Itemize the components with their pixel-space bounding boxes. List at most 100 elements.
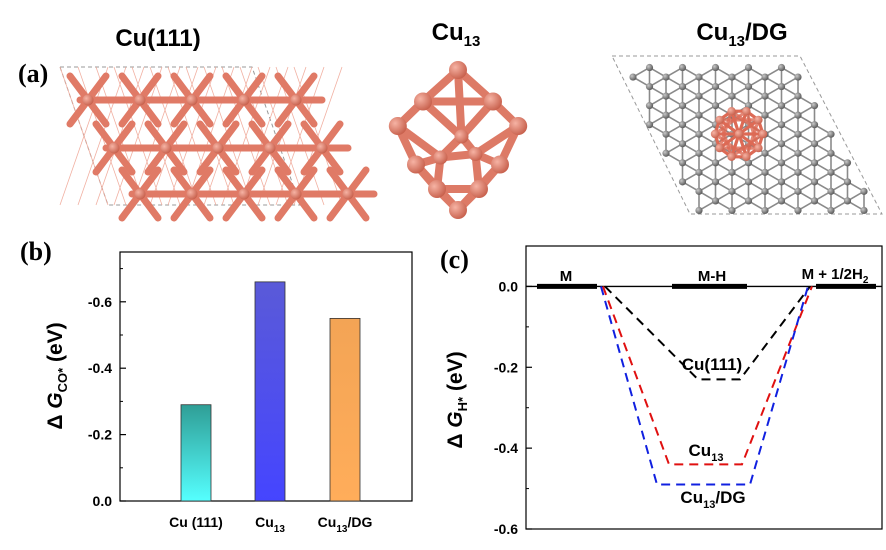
plot-b-xtick-label: Cu13 xyxy=(255,514,285,535)
cu13-bond xyxy=(454,66,466,141)
title-cu13-sub: 13 xyxy=(464,33,481,50)
structure-title-cu13-dg: Cu13/DG xyxy=(696,19,787,50)
carbon-atom xyxy=(810,102,819,110)
panel-c: (c) 0.0 -0.2 -0.4 -0.6 M M-H M + 1/2H2 Cu(111)… xyxy=(440,245,883,537)
carbon-atom xyxy=(744,197,753,205)
cu111-faint-line xyxy=(167,66,217,206)
cu-atom xyxy=(186,94,198,106)
carbon-atom xyxy=(860,187,868,195)
series-line xyxy=(604,285,811,381)
cu-atom xyxy=(468,147,483,161)
carbon-atom xyxy=(761,149,769,157)
carbon-atom xyxy=(678,159,687,167)
carbon-atom xyxy=(728,206,736,215)
cu-atom xyxy=(484,92,502,111)
carbon-atom xyxy=(810,140,819,148)
cu-atom xyxy=(449,61,467,79)
cu-atom xyxy=(715,143,724,153)
cu-atom xyxy=(238,94,250,106)
carbon-atom xyxy=(695,92,703,100)
graphene-cell-outline xyxy=(611,55,883,215)
cu-atom xyxy=(742,152,751,162)
carbon-atom xyxy=(662,149,670,157)
carbon-atom xyxy=(794,92,802,100)
carbon-atom xyxy=(794,206,802,215)
carbon-atom xyxy=(860,206,868,215)
carbon-atom xyxy=(711,82,720,91)
cu13-structure xyxy=(388,61,528,219)
carbon-atom xyxy=(728,168,736,176)
carbon-atom xyxy=(777,140,786,148)
cu-atom xyxy=(754,115,763,125)
carbon-atom xyxy=(761,92,769,100)
carbon-atom xyxy=(678,102,687,110)
state-label: M + 1/2H2 xyxy=(802,266,869,286)
plot-b-xtick-label: Cu13/DG xyxy=(318,514,373,535)
carbon-atom xyxy=(695,187,703,195)
carbon-atom xyxy=(695,73,703,81)
plot-b-ytick-label: -0.6 xyxy=(88,294,112,310)
carbon-atom xyxy=(728,73,736,81)
carbon-atom xyxy=(645,121,654,129)
cu-atom xyxy=(754,143,763,153)
cu-atom xyxy=(316,142,328,154)
carbon-atom xyxy=(662,130,670,138)
carbon-atom xyxy=(761,73,769,81)
carbon-atom xyxy=(728,92,736,100)
carbon-atom xyxy=(761,187,769,195)
carbon-atom xyxy=(827,149,835,157)
carbon-atom xyxy=(744,82,753,91)
cu-atom xyxy=(388,117,407,135)
carbon-atom xyxy=(662,92,670,100)
cu-atom xyxy=(715,115,724,125)
plot-c-frame xyxy=(525,245,883,530)
carbon-atom xyxy=(777,197,786,205)
carbon-atom xyxy=(761,206,769,215)
carbon-atom xyxy=(794,111,802,119)
cu-atom xyxy=(186,188,198,200)
panel-c-label: (c) xyxy=(440,245,469,274)
cu13-dg-structure xyxy=(611,55,883,215)
cu111-faint-line xyxy=(221,66,271,206)
carbon-atom xyxy=(678,121,687,129)
cu111-faint-line xyxy=(113,66,163,206)
plot-c-ytick-label: -0.4 xyxy=(494,440,518,456)
title-cu13dg-base: Cu xyxy=(696,19,728,46)
plot-c-ytick-label: -0.2 xyxy=(494,359,518,375)
carbon-atom xyxy=(843,178,852,186)
cu-atom xyxy=(509,117,528,135)
cu-atom xyxy=(290,188,302,200)
plot-c-ylabel: Δ GH* (eV) xyxy=(444,351,470,448)
cu-atom xyxy=(742,106,751,116)
plot-b-ytick-label: 0.0 xyxy=(93,493,113,509)
cu-atom xyxy=(108,142,120,154)
carbon-atom xyxy=(711,197,720,205)
cu-atom xyxy=(433,150,448,165)
cu13-dg-bond xyxy=(717,109,734,150)
cu-atom xyxy=(428,180,446,198)
panel-b-label: (b) xyxy=(20,237,52,266)
cu-atom xyxy=(470,180,488,198)
title-cu13-base: Cu xyxy=(432,19,464,46)
carbon-atom xyxy=(827,206,835,215)
carbon-atom xyxy=(810,121,819,129)
cu-atom xyxy=(727,152,736,162)
cu-atom xyxy=(491,155,509,174)
carbon-atom xyxy=(777,63,786,72)
series-line xyxy=(602,286,813,466)
carbon-atom xyxy=(678,63,687,72)
carbon-atom xyxy=(678,82,687,91)
bar xyxy=(180,404,212,502)
state-label: M xyxy=(560,268,573,285)
bar xyxy=(329,317,361,502)
carbon-atom xyxy=(827,168,835,176)
cu-atom xyxy=(454,129,469,144)
carbon-atom xyxy=(777,178,786,186)
cu-atom xyxy=(134,188,146,200)
carbon-atom xyxy=(794,149,802,157)
carbon-atom xyxy=(645,102,654,110)
cu-atom xyxy=(734,129,744,139)
cu13-dg-bond xyxy=(744,109,761,150)
carbon-atom xyxy=(827,187,835,195)
